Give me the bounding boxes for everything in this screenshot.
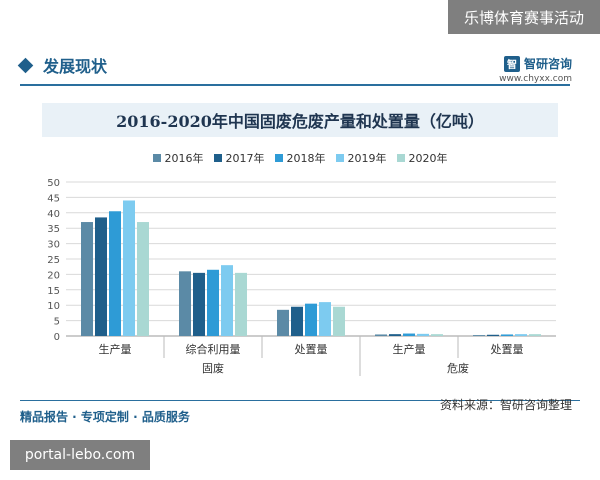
watermark-banner-bottom: portal-lebo.com xyxy=(10,440,150,470)
bar xyxy=(123,200,135,336)
bar xyxy=(333,306,345,336)
legend-label: 2017年 xyxy=(225,152,265,165)
bar xyxy=(277,309,289,336)
x-tick-label: 处置量 xyxy=(491,343,524,356)
bar xyxy=(207,269,219,336)
section-header: 发展现状 xyxy=(17,52,108,78)
brand-name: 智研咨询 xyxy=(523,57,572,71)
bar xyxy=(109,211,121,336)
y-tick-label: 40 xyxy=(47,209,60,220)
watermark-text-bottom: portal-lebo.com xyxy=(24,447,136,463)
legend-swatch xyxy=(396,154,405,162)
legend-label: 2016年 xyxy=(164,152,204,165)
bar xyxy=(431,334,443,336)
y-tick-label: 15 xyxy=(47,286,60,297)
footer-source: 资料来源：智研咨询整理 xyxy=(439,398,572,412)
bar xyxy=(81,222,93,336)
legend-item: 2016年 xyxy=(152,150,204,166)
y-tick-label: 0 xyxy=(54,332,60,343)
y-tick-label: 20 xyxy=(47,270,60,281)
legend-swatch xyxy=(335,154,344,162)
bar xyxy=(501,334,513,336)
x-tick-label: 综合利用量 xyxy=(186,342,241,356)
legend-item: 2017年 xyxy=(213,150,265,166)
bar xyxy=(529,334,541,336)
legend-swatch xyxy=(152,154,161,162)
legend-item: 2020年 xyxy=(396,150,448,166)
bar xyxy=(235,272,247,336)
bar xyxy=(221,265,233,336)
bar xyxy=(403,333,415,336)
x-tick-label: 生产量 xyxy=(393,342,426,356)
section-title: 发展现状 xyxy=(43,57,108,76)
legend-swatch xyxy=(213,154,222,162)
y-tick-label: 35 xyxy=(47,224,60,235)
header-divider xyxy=(20,84,570,86)
chart-title-band: 2016-2020年中国固废危废产量和处置量（亿吨） xyxy=(42,103,558,137)
legend-label: 2020年 xyxy=(408,152,448,165)
legend-swatch xyxy=(274,154,283,162)
y-tick-label: 50 xyxy=(47,178,60,189)
brand: 智 智研咨询 www.chyxx.com xyxy=(499,55,572,84)
bar xyxy=(291,306,303,336)
chart-legend: 2016年 2017年 2018年 2019年 2020年 xyxy=(0,150,600,166)
legend-label: 2019年 xyxy=(347,152,387,165)
brand-url: www.chyxx.com xyxy=(499,74,572,84)
watermark-text-top: 乐博体育赛事活动 xyxy=(463,8,584,27)
group-label: 危废 xyxy=(447,361,469,375)
bar xyxy=(305,303,317,336)
bar xyxy=(179,271,191,336)
bar xyxy=(417,333,429,336)
bar xyxy=(389,334,401,336)
y-tick-label: 10 xyxy=(47,301,60,312)
chart-title: 2016-2020年中国固废危废产量和处置量（亿吨） xyxy=(116,112,484,131)
legend-item: 2018年 xyxy=(274,150,326,166)
y-tick-label: 45 xyxy=(47,193,60,204)
legend-item: 2019年 xyxy=(335,150,387,166)
legend-label: 2018年 xyxy=(286,152,326,165)
y-tick-label: 25 xyxy=(47,255,60,266)
bar xyxy=(487,334,499,336)
group-label: 固废 xyxy=(202,361,224,375)
x-tick-label: 生产量 xyxy=(99,342,132,356)
y-tick-label: 30 xyxy=(47,240,60,251)
brand-logo-icon: 智 xyxy=(503,55,520,72)
footer-tagline: 精品报告 · 专项定制 · 品质服务 xyxy=(20,410,190,424)
bar xyxy=(137,222,149,336)
x-tick-label: 处置量 xyxy=(295,343,328,356)
bar xyxy=(193,272,205,336)
bar xyxy=(473,335,485,336)
bar xyxy=(319,302,331,336)
watermark-banner-top: 乐博体育赛事活动 xyxy=(448,0,600,34)
footer-divider xyxy=(20,400,580,401)
y-tick-label: 5 xyxy=(54,317,60,328)
bar xyxy=(95,217,107,336)
bar xyxy=(515,334,527,336)
bar xyxy=(375,334,387,336)
